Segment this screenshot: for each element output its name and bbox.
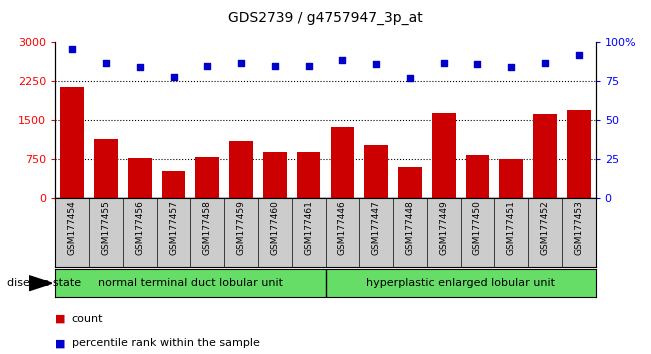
Bar [128,158,152,198]
Point [202,63,212,69]
Bar [398,167,422,198]
Point [439,60,449,65]
Text: GSM177454: GSM177454 [68,200,77,255]
Point [540,60,550,65]
Text: GSM177451: GSM177451 [506,200,516,255]
Text: percentile rank within the sample: percentile rank within the sample [72,338,260,348]
Text: normal terminal duct lobular unit: normal terminal duct lobular unit [98,278,283,288]
Text: GSM177457: GSM177457 [169,200,178,255]
Point [574,52,584,58]
Text: GSM177447: GSM177447 [372,200,381,255]
Point [236,60,246,65]
Bar [94,138,118,198]
Bar [61,87,84,198]
Point [337,57,348,62]
Point [169,74,179,80]
Bar [331,127,354,198]
Bar [365,145,388,198]
Bar [533,114,557,198]
Text: disease state: disease state [7,278,81,288]
Bar [465,155,490,198]
Text: ■: ■ [55,314,66,324]
Text: GDS2739 / g4757947_3p_at: GDS2739 / g4757947_3p_at [228,11,423,25]
Bar [567,110,590,198]
Text: GSM177448: GSM177448 [406,200,415,255]
Point [371,62,381,67]
Bar [432,113,456,198]
Text: GSM177461: GSM177461 [304,200,313,255]
Text: GSM177459: GSM177459 [236,200,245,255]
Point [135,64,145,70]
Text: hyperplastic enlarged lobular unit: hyperplastic enlarged lobular unit [366,278,555,288]
Bar [297,152,320,198]
Text: GSM177455: GSM177455 [102,200,111,255]
Text: GSM177446: GSM177446 [338,200,347,255]
Point [270,63,280,69]
Point [303,63,314,69]
Text: GSM177453: GSM177453 [574,200,583,255]
Text: count: count [72,314,103,324]
Polygon shape [29,276,52,291]
Text: GSM177460: GSM177460 [270,200,279,255]
Point [405,75,415,81]
Text: GSM177452: GSM177452 [540,200,549,255]
Bar [161,171,186,198]
Bar [195,157,219,198]
Point [67,46,77,52]
Bar [499,159,523,198]
Bar [263,152,286,198]
Text: GSM177456: GSM177456 [135,200,145,255]
Point [472,62,482,67]
Point [101,60,111,65]
Bar [229,141,253,198]
Point [506,64,516,70]
Text: ■: ■ [55,338,66,348]
Text: GSM177458: GSM177458 [203,200,212,255]
Text: GSM177449: GSM177449 [439,200,448,255]
Text: GSM177450: GSM177450 [473,200,482,255]
